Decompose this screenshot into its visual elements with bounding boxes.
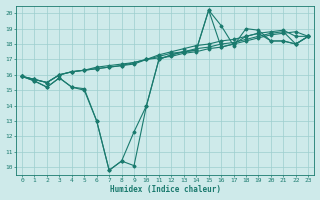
- X-axis label: Humidex (Indice chaleur): Humidex (Indice chaleur): [110, 185, 220, 194]
